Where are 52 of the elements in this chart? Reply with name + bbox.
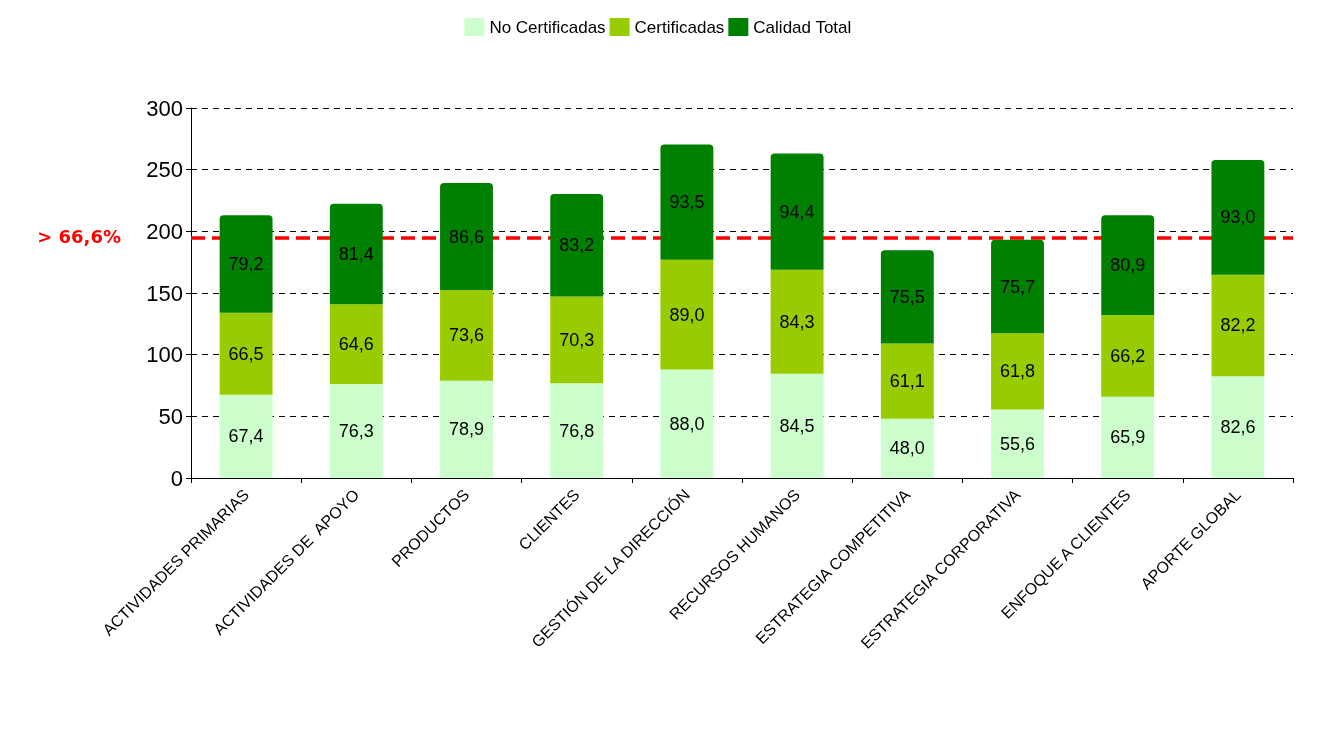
data-label: 79,2 — [228, 254, 264, 275]
data-label: 76,3 — [338, 420, 374, 441]
bar — [660, 144, 714, 260]
data-label: 61,8 — [999, 361, 1036, 382]
data-label: 84,5 — [779, 415, 815, 436]
data-label: 48,0 — [889, 438, 925, 459]
bar — [660, 369, 714, 478]
y-tick-label: 250 — [146, 157, 183, 183]
bar — [1211, 376, 1265, 478]
data-label: 88,0 — [669, 413, 705, 434]
y-tick-label: 0 — [170, 465, 183, 491]
data-label: 93,0 — [1220, 207, 1256, 228]
bar — [1211, 160, 1265, 275]
data-label: 66,5 — [228, 343, 264, 364]
data-label: 78,9 — [448, 419, 485, 440]
text: > 66,6% — [37, 226, 121, 247]
bar — [770, 153, 824, 270]
data-label: 82,2 — [1220, 315, 1256, 336]
legend-label: No Certificadas — [489, 17, 606, 37]
data-label: 82,6 — [1220, 417, 1256, 438]
data-label: 66,2 — [1110, 345, 1146, 366]
y-tick-label: 150 — [146, 280, 183, 306]
bar — [440, 183, 493, 290]
bar — [1101, 215, 1155, 316]
y-tick-label: 200 — [146, 218, 183, 244]
data-label: 86,6 — [448, 226, 485, 247]
data-label: 67,4 — [228, 426, 264, 447]
data-label: 93,5 — [669, 192, 705, 213]
data-label: 84,3 — [779, 311, 815, 332]
data-label: 89,0 — [669, 304, 705, 325]
data-label: 83,2 — [559, 235, 595, 256]
data-label: 65,9 — [1110, 427, 1146, 448]
data-label: 75,7 — [999, 276, 1036, 297]
y-tick-label: 50 — [158, 403, 183, 429]
bar — [770, 269, 824, 374]
legend-label: Certificadas — [634, 17, 725, 37]
data-label: 70,3 — [559, 329, 595, 350]
data-label: 75,5 — [889, 286, 925, 307]
data-label: 64,6 — [338, 334, 374, 355]
data-label: 55,6 — [999, 433, 1036, 454]
bar — [770, 373, 824, 478]
bar — [660, 259, 714, 370]
data-label: 76,8 — [559, 420, 595, 441]
data-label: 61,1 — [889, 371, 925, 392]
bar — [550, 193, 604, 297]
data-label: 81,4 — [338, 244, 374, 265]
data-label: 80,9 — [1110, 255, 1146, 276]
data-label: 94,4 — [779, 201, 815, 222]
data-label: 73,6 — [448, 325, 485, 346]
y-tick-label: 300 — [146, 95, 183, 121]
y-tick-label: 100 — [146, 342, 183, 368]
legend-label: Calidad Total — [753, 17, 852, 37]
